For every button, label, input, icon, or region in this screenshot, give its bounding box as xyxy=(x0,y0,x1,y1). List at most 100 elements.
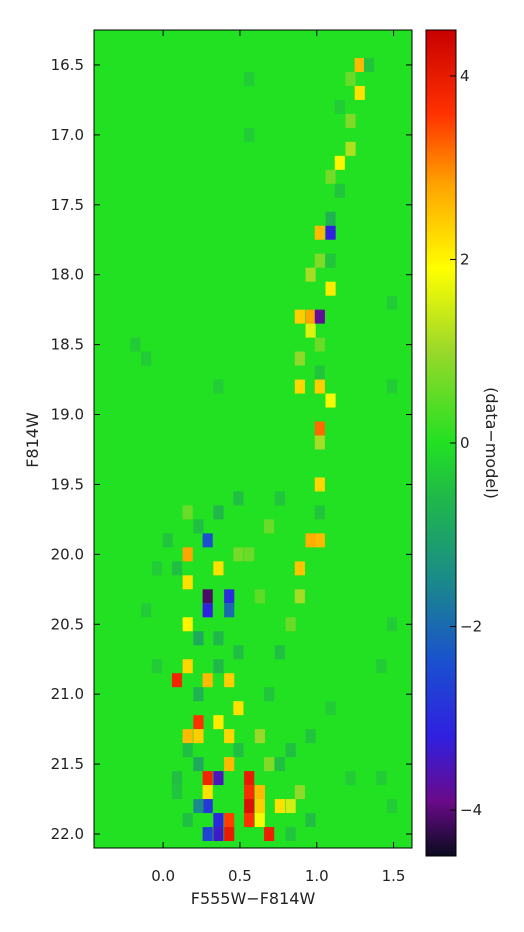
heatmap-cell xyxy=(314,337,325,352)
heatmap-cell xyxy=(386,295,398,310)
heatmap-cell xyxy=(254,729,265,744)
heatmap-cell xyxy=(141,603,152,618)
heatmap-cell xyxy=(305,729,316,744)
heatmap-cell xyxy=(345,113,356,128)
heatmap-cell xyxy=(254,589,265,604)
heatmap-cell xyxy=(294,785,305,800)
heatmap-cell xyxy=(354,85,365,100)
x-axis: 0.0 0.5 1.0 1.5 xyxy=(151,30,405,885)
heatmap-cell xyxy=(314,533,325,548)
y-tick-label: 22.0 xyxy=(51,825,84,843)
y-axis: 16.5 17.0 17.5 18.0 18.5 19.0 19.5 20.0 20.5 21.0… xyxy=(51,56,412,843)
heatmap-cell xyxy=(171,785,183,800)
heatmap-cell xyxy=(285,743,296,758)
colorbar-tick-label: 2 xyxy=(460,250,470,268)
heatmap-cell xyxy=(244,771,255,786)
heatmap-cell xyxy=(334,183,345,198)
heatmap-cell xyxy=(224,729,235,744)
heatmap-cell xyxy=(325,393,336,408)
heatmap-cell xyxy=(233,743,244,758)
heatmap-cell xyxy=(294,589,305,604)
heatmap-cell xyxy=(294,561,305,576)
heatmap-cell xyxy=(325,253,336,268)
heatmap-cell xyxy=(202,603,213,618)
heatmap-cell xyxy=(182,659,193,674)
heatmap-cell xyxy=(325,169,336,184)
heatmap-cell xyxy=(314,435,325,450)
heatmap-cell xyxy=(151,659,163,674)
y-tick-label: 17.0 xyxy=(51,126,84,144)
heatmap-cell xyxy=(376,771,387,786)
heatmap-cell xyxy=(182,743,193,758)
plot-frame xyxy=(93,29,413,849)
heatmap-cell xyxy=(182,547,193,562)
heatmap-cell xyxy=(314,505,325,520)
heatmap-cell xyxy=(386,799,398,814)
heatmap-cell xyxy=(182,813,193,828)
heatmap-cell xyxy=(244,813,255,828)
colorbar-tick-label: 4 xyxy=(460,67,470,85)
heatmap-cell xyxy=(325,211,336,226)
heatmap-cell xyxy=(305,267,316,282)
heatmap-cell xyxy=(224,757,235,772)
heatmap-cell xyxy=(345,71,356,86)
heatmap-cell xyxy=(213,715,224,730)
heatmap-cell xyxy=(294,351,305,366)
heatmap-cell xyxy=(202,785,213,800)
heatmap-cell xyxy=(182,729,193,744)
heatmap-cell xyxy=(213,813,224,828)
heatmap-cell xyxy=(202,827,213,842)
heatmap-cell xyxy=(285,617,296,632)
y-tick-label: 19.0 xyxy=(51,406,84,424)
y-tick-label: 20.5 xyxy=(51,615,84,633)
heatmap-cell xyxy=(264,827,275,842)
y-tick-label: 18.5 xyxy=(51,336,84,354)
heatmap-cell xyxy=(193,687,204,702)
heatmap-cell xyxy=(325,225,336,240)
heatmap-cell xyxy=(171,771,183,786)
heatmap-cell xyxy=(314,309,325,324)
heatmap-cell xyxy=(264,687,275,702)
heatmap-cell xyxy=(213,505,224,520)
heatmap-cell xyxy=(305,813,316,828)
heatmap-cell xyxy=(202,771,213,786)
heatmap-cell xyxy=(305,323,316,338)
heatmap-cell xyxy=(345,141,356,156)
heatmap-cell xyxy=(294,309,305,324)
plot-background xyxy=(94,30,412,848)
heatmap-cell xyxy=(182,617,193,632)
heatmap-cell xyxy=(305,533,316,548)
heatmap-cell xyxy=(314,379,325,394)
heatmap-cell xyxy=(264,757,275,772)
heatmap-cell xyxy=(254,813,265,828)
heatmap-cell xyxy=(314,225,325,240)
heatmap-cell xyxy=(244,785,255,800)
heatmap-cell xyxy=(171,561,183,576)
heatmap-cell xyxy=(285,827,296,842)
heatmap-cell xyxy=(244,547,255,562)
heatmap-cell xyxy=(274,645,285,660)
heatmap-cell xyxy=(244,127,255,142)
heatmap-cell xyxy=(314,365,325,380)
heatmap-cell xyxy=(193,799,204,814)
heatmap-cell xyxy=(274,757,285,772)
heatmap-cell xyxy=(325,281,336,296)
heatmap-cell xyxy=(193,729,204,744)
heatmap-cell xyxy=(233,491,244,506)
x-tick-label: 0.0 xyxy=(151,867,175,885)
heatmap-cell xyxy=(376,659,387,674)
heatmap-cell xyxy=(254,785,265,800)
y-tick-label: 16.5 xyxy=(51,56,84,74)
x-tick-label: 0.5 xyxy=(228,867,252,885)
heatmap-cell xyxy=(202,533,213,548)
heatmap-cell xyxy=(294,379,305,394)
heatmap-cell xyxy=(171,673,183,688)
heatmap-cell xyxy=(224,813,235,828)
heatmap-cell xyxy=(213,771,224,786)
heatmap-cell xyxy=(386,379,398,394)
heatmap-cell xyxy=(224,827,235,842)
heatmap-cell xyxy=(193,757,204,772)
heatmap-cell xyxy=(213,561,224,576)
x-tick-label: 1.5 xyxy=(382,867,406,885)
